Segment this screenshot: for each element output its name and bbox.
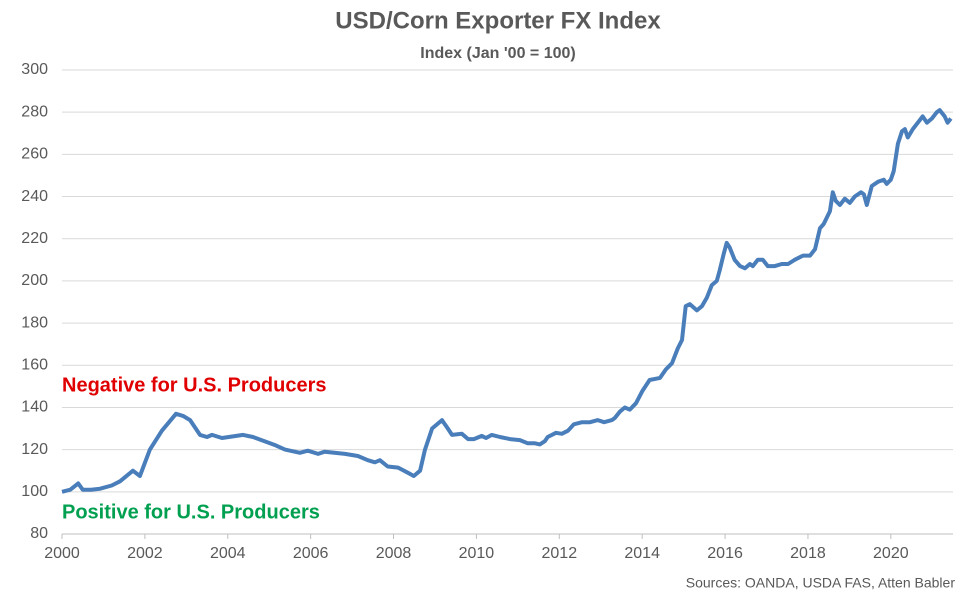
- y-tick-label: 300: [21, 61, 48, 78]
- y-tick-label: 120: [21, 441, 48, 458]
- chart-subtitle: Index (Jan '00 = 100): [420, 45, 575, 62]
- y-tick-label: 160: [21, 356, 48, 373]
- data-line: [61, 108, 953, 494]
- x-tick-label: 2014: [624, 545, 660, 562]
- x-tick-label: 2016: [707, 545, 743, 562]
- x-tick-label: 2012: [542, 545, 578, 562]
- chart-title: USD/Corn Exporter FX Index: [335, 7, 661, 34]
- x-tick-label: 2000: [44, 545, 80, 562]
- x-tick-label: 2008: [376, 545, 412, 562]
- y-tick-label: 200: [21, 272, 48, 289]
- x-tick-label: 2006: [293, 545, 329, 562]
- annotation: Positive for U.S. Producers: [62, 501, 320, 523]
- y-tick-label: 100: [21, 483, 48, 500]
- x-tick-label: 2010: [459, 545, 495, 562]
- source-note: Sources: OANDA, USDA FAS, Atten Babler: [686, 575, 956, 591]
- y-tick-label: 260: [21, 146, 48, 163]
- y-tick-label: 240: [21, 188, 48, 205]
- y-tick-label: 280: [21, 103, 48, 120]
- y-tick-label: 220: [21, 230, 48, 247]
- annotation: Negative for U.S. Producers: [62, 374, 327, 396]
- y-tick-label: 140: [21, 399, 48, 416]
- x-tick-label: 2002: [127, 545, 163, 562]
- x-tick-label: 2004: [210, 545, 246, 562]
- y-tick-label: 80: [30, 525, 48, 542]
- y-tick-label: 180: [21, 314, 48, 331]
- x-tick-label: 2020: [873, 545, 909, 562]
- x-tick-label: 2018: [790, 545, 826, 562]
